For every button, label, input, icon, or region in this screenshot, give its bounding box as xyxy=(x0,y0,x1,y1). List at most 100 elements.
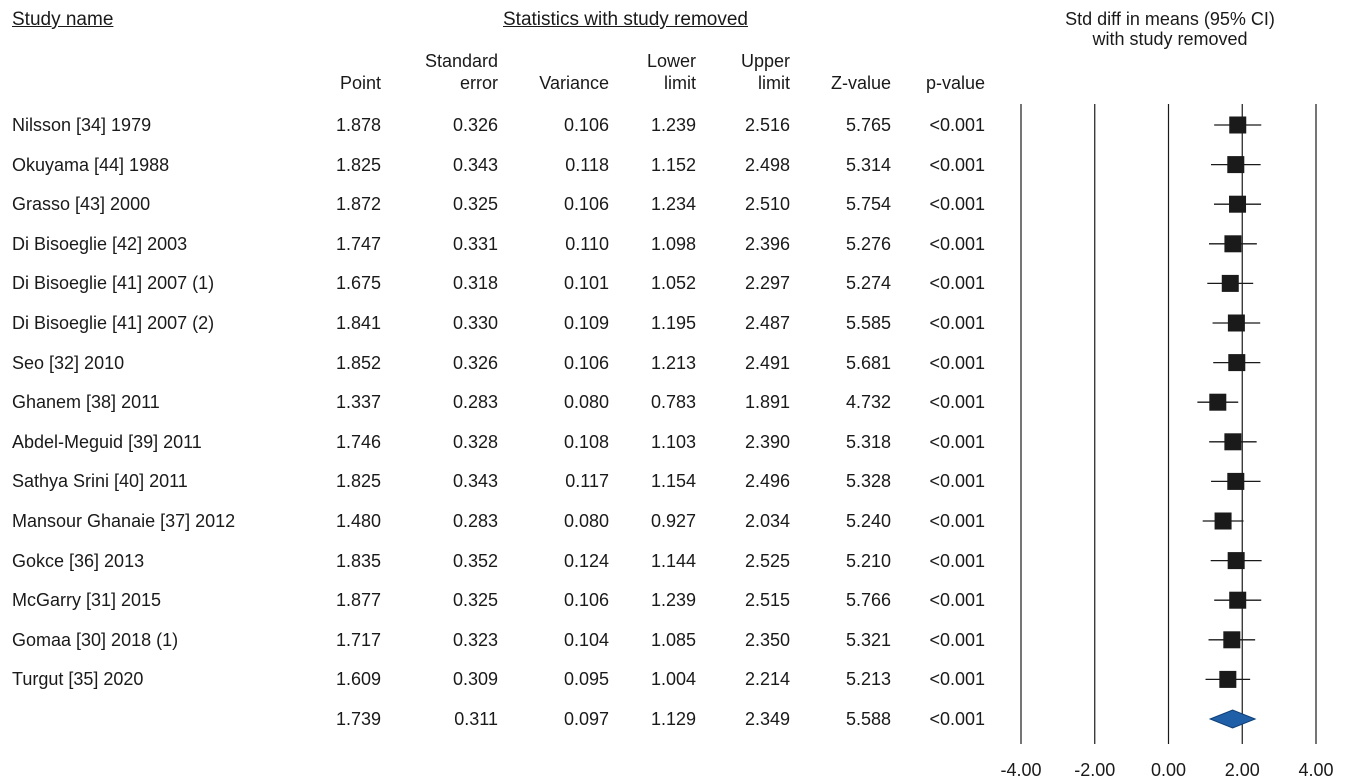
cell-point: 1.675 xyxy=(335,273,381,294)
summary-diamond xyxy=(1208,709,1257,729)
cell-z-value: 5.213 xyxy=(845,669,891,690)
cell-p-value: <0.001 xyxy=(929,471,985,492)
cell-upper-limit: 2.491 xyxy=(744,352,790,373)
cell-upper-limit: 2.214 xyxy=(744,669,790,690)
column-header-p-value: p-value xyxy=(865,50,985,94)
cell-upper-limit: 2.297 xyxy=(744,273,790,294)
cell-lower-limit: 1.103 xyxy=(650,431,696,452)
cell-point: 1.747 xyxy=(335,233,381,254)
study-name: Sathya Srini [40] 2011 xyxy=(12,471,188,492)
cell-point: 1.717 xyxy=(335,629,381,650)
study-name: Turgut [35] 2020 xyxy=(12,669,144,690)
cell-point: 1.878 xyxy=(335,115,381,135)
cell-standard-error: 0.330 xyxy=(452,313,498,333)
cell-standard-error: 0.326 xyxy=(452,115,498,135)
column-header-line1: Upper xyxy=(740,51,790,71)
cell-variance: 0.108 xyxy=(563,431,609,452)
cell-point: 1.872 xyxy=(335,194,381,215)
cell-standard-error: 0.331 xyxy=(452,233,498,254)
cell-p-value: <0.001 xyxy=(929,550,985,571)
point-marker xyxy=(1229,116,1247,134)
cell-point: 1.841 xyxy=(335,313,381,333)
cell-upper-limit: 2.496 xyxy=(744,471,790,492)
cell-z-value: 5.314 xyxy=(845,154,891,175)
column-header-upper-limit: Upper limit xyxy=(670,50,790,94)
cell-p-value: <0.001 xyxy=(929,115,985,135)
cell-upper-limit: 2.390 xyxy=(744,431,790,452)
cell-lower-limit: 1.239 xyxy=(650,590,696,611)
statistics-header: Statistics with study removed xyxy=(503,9,748,30)
cell-standard-error: 0.343 xyxy=(452,471,498,492)
study-name: Di Bisoeglie [42] 2003 xyxy=(12,233,188,254)
column-header-lower-limit: Lower limit xyxy=(576,50,696,94)
cell-variance: 0.106 xyxy=(563,590,609,611)
x-tick-label: 0.00 xyxy=(1151,760,1186,780)
point-marker xyxy=(1221,274,1239,292)
cell-p-value: <0.001 xyxy=(929,313,985,333)
cell-lower-limit: 1.213 xyxy=(650,352,696,373)
cell-variance: 0.106 xyxy=(563,115,609,135)
cell-standard-error: 0.318 xyxy=(452,273,498,294)
study-name: Gomaa [30] 2018 (1) xyxy=(12,629,179,650)
cell-z-value: 5.765 xyxy=(845,115,891,135)
cell-standard-error: 0.352 xyxy=(452,550,498,571)
cell-point: 1.877 xyxy=(335,590,381,611)
cell-variance: 0.097 xyxy=(563,709,609,729)
cell-upper-limit: 2.350 xyxy=(744,629,790,650)
point-marker xyxy=(1223,631,1241,649)
cell-z-value: 5.318 xyxy=(845,431,891,452)
cell-upper-limit: 2.525 xyxy=(744,550,790,571)
cell-p-value: <0.001 xyxy=(929,352,985,373)
plot-title: Std diff in means (95% CI) with study re… xyxy=(1020,9,1320,49)
column-header-line1: Lower xyxy=(646,51,696,71)
cell-standard-error: 0.283 xyxy=(452,511,498,531)
cell-upper-limit: 2.487 xyxy=(744,313,790,333)
cell-standard-error: 0.326 xyxy=(452,352,498,373)
cell-upper-limit: 2.396 xyxy=(744,233,790,254)
column-header-line2: Variance xyxy=(539,73,609,93)
cell-p-value: <0.001 xyxy=(929,629,985,650)
study-name: Nilsson [34] 1979 xyxy=(12,115,152,135)
cell-p-value: <0.001 xyxy=(929,392,985,413)
cell-upper-limit: 2.515 xyxy=(744,590,790,611)
column-header-z-value: Z-value xyxy=(771,50,891,94)
cell-upper-limit: 2.510 xyxy=(744,194,790,215)
point-marker xyxy=(1228,354,1246,372)
column-header-variance: Variance xyxy=(489,50,609,94)
point-marker xyxy=(1229,591,1247,609)
point-marker xyxy=(1214,512,1232,530)
plot-title-line2: with study removed xyxy=(1092,29,1248,49)
column-header-line2: p-value xyxy=(925,73,985,93)
cell-lower-limit: 1.052 xyxy=(650,273,696,294)
cell-variance: 0.106 xyxy=(563,194,609,215)
cell-lower-limit: 0.783 xyxy=(650,392,696,413)
cell-variance: 0.124 xyxy=(563,550,609,571)
cell-z-value: 5.585 xyxy=(845,313,891,333)
cell-z-value: 5.754 xyxy=(845,194,891,215)
column-header-point: Point xyxy=(261,50,381,94)
cell-p-value: <0.001 xyxy=(929,669,985,690)
cell-variance: 0.110 xyxy=(565,233,609,254)
study-name: McGarry [31] 2015 xyxy=(12,590,162,611)
cell-p-value: <0.001 xyxy=(929,431,985,452)
point-marker xyxy=(1227,472,1245,490)
cell-variance: 0.080 xyxy=(563,392,609,413)
cell-lower-limit: 1.098 xyxy=(650,233,696,254)
cell-lower-limit: 1.004 xyxy=(650,669,696,690)
cell-lower-limit: 1.195 xyxy=(650,313,696,333)
column-header-line2: limit xyxy=(664,73,696,93)
study-name-header: Study name xyxy=(12,9,114,30)
cell-variance: 0.080 xyxy=(563,511,609,531)
point-marker xyxy=(1227,552,1245,570)
study-name: Di Bisoeglie [41] 2007 (1) xyxy=(12,273,215,294)
column-header-line2: limit xyxy=(758,73,790,93)
cell-z-value: 5.588 xyxy=(845,709,891,729)
cell-point: 1.825 xyxy=(335,471,381,492)
cell-lower-limit: 1.234 xyxy=(650,194,696,215)
study-name: Okuyama [44] 1988 xyxy=(12,154,170,175)
cell-point: 1.835 xyxy=(335,550,381,571)
x-tick-label: 2.00 xyxy=(1225,760,1260,780)
column-header-line2: Point xyxy=(339,73,381,93)
point-marker xyxy=(1224,235,1242,253)
